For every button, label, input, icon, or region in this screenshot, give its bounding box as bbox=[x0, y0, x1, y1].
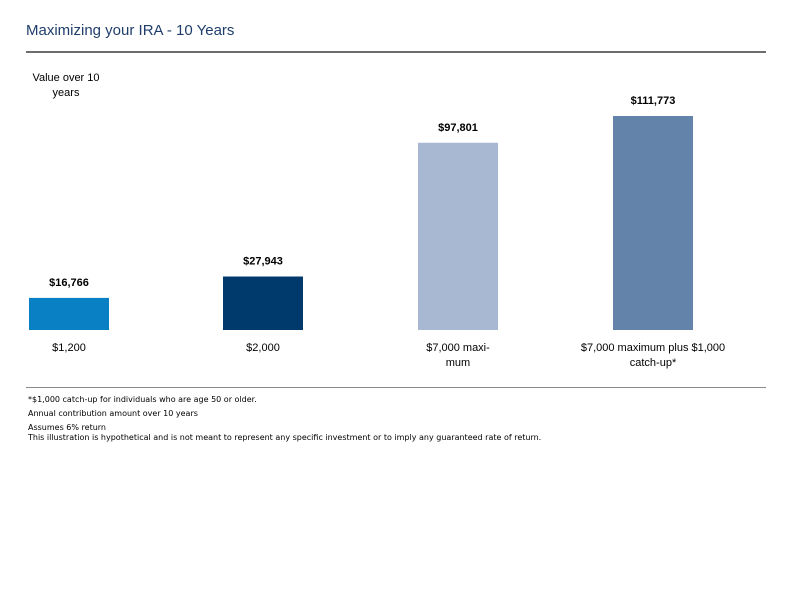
bar-chart: $16,766 $1,200 $27,943 $2,000 $97,801 $7,000 … bbox=[29, 95, 725, 369]
bar-2 bbox=[223, 276, 303, 330]
footnote-annual-contribution: Annual contribution amount over 10 years bbox=[28, 409, 198, 418]
footnote-disclaimer: This illustration is hypothetical and is… bbox=[28, 433, 542, 442]
top-divider bbox=[26, 51, 766, 53]
footnotes: *$1,000 catch-up for individuals who are… bbox=[28, 395, 541, 443]
data-label-1: $16,766 bbox=[49, 277, 89, 289]
data-label-4: $111,773 bbox=[631, 95, 676, 107]
category-label-3: $7,000 maxi-mum bbox=[426, 342, 490, 369]
category-label-1: $1,200 bbox=[52, 342, 86, 354]
data-label-2: $27,943 bbox=[243, 256, 283, 268]
bar-4 bbox=[613, 116, 693, 330]
category-label-4: $7,000 maximum plus $1,000 catch-up* bbox=[581, 342, 725, 369]
page-title: Maximizing your IRA - 10 Years bbox=[26, 22, 235, 39]
bar-3 bbox=[418, 142, 498, 330]
bar-1 bbox=[29, 297, 109, 330]
footnote-catchup: *$1,000 catch-up for individuals who are… bbox=[28, 395, 257, 404]
data-label-3: $97,801 bbox=[438, 122, 478, 134]
bottom-divider bbox=[26, 387, 766, 388]
footnote-assumed-return: Assumes 6% return bbox=[28, 423, 106, 432]
y-axis-label: Value over 10 years bbox=[32, 72, 100, 99]
category-label-2: $2,000 bbox=[246, 342, 280, 354]
